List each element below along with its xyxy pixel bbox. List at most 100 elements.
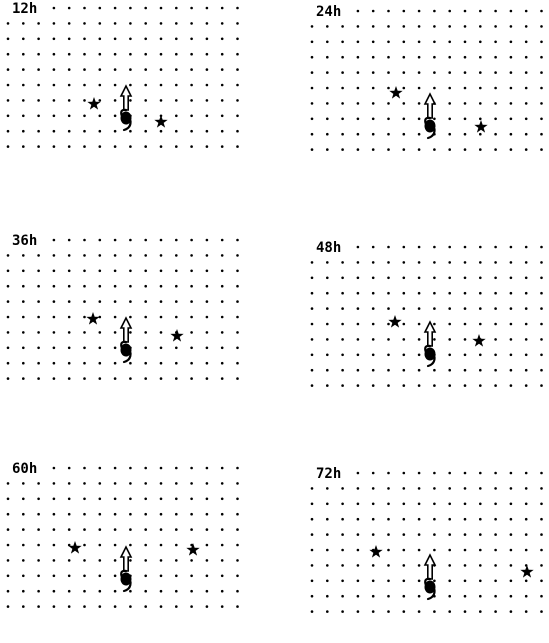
grid-dot <box>402 517 406 521</box>
grid-dot <box>402 40 406 44</box>
grid-dot <box>402 384 406 387</box>
grid-dot <box>509 338 513 341</box>
grid-dot <box>524 132 528 136</box>
grid-dot <box>236 129 239 133</box>
grid-dot <box>356 25 360 28</box>
grid-dot <box>463 322 467 326</box>
grid-dot <box>159 512 163 516</box>
grid-dot <box>83 482 86 485</box>
grid-dot <box>205 346 209 350</box>
grid-dot <box>494 564 497 567</box>
grid-dot <box>98 361 102 365</box>
grid-dot <box>494 148 497 151</box>
grid-dot <box>479 86 482 90</box>
grid-dot <box>540 261 543 264</box>
grid-dot <box>479 261 482 264</box>
grid-dot <box>417 71 421 74</box>
grid-dot <box>433 55 436 59</box>
grid-dot <box>37 315 40 319</box>
grid-dot <box>236 482 239 485</box>
grid-dot <box>417 261 421 264</box>
grid-dot <box>144 346 147 350</box>
grid-dot <box>190 315 193 319</box>
grid-dot <box>540 564 543 567</box>
grid-dot <box>159 482 163 485</box>
grid-dot <box>236 543 239 547</box>
grid-dot <box>67 574 71 578</box>
grid-dot <box>144 52 147 56</box>
grid-dot <box>448 276 452 280</box>
grid-dot <box>433 9 436 13</box>
grid-dot <box>463 71 467 74</box>
grid-dot <box>205 68 209 71</box>
grid-dot <box>387 471 390 475</box>
grid-dot <box>417 132 421 136</box>
star-icon <box>87 97 101 110</box>
grid-dot <box>463 148 467 151</box>
grid-dot <box>356 548 360 552</box>
grid-dot <box>67 482 71 485</box>
grid-dot <box>236 114 239 118</box>
grid-dot <box>205 589 209 593</box>
star-icon <box>86 312 100 325</box>
grid-dot <box>159 68 163 71</box>
grid-dot <box>220 6 224 10</box>
grid-dot <box>83 512 86 516</box>
grid-dot <box>494 353 497 357</box>
grid-dot <box>113 315 117 319</box>
grid-dot <box>67 559 71 562</box>
grid-dot <box>159 497 163 501</box>
grid-dot <box>509 261 513 264</box>
grid-dot <box>448 86 452 90</box>
grid-dot <box>22 589 25 593</box>
grid-dot <box>341 291 344 295</box>
grid-dot <box>190 6 193 10</box>
grid-dot <box>387 117 390 121</box>
grid-dot <box>220 361 224 365</box>
motion-arrow-icon <box>423 320 437 347</box>
grid-dot <box>67 377 71 380</box>
grid-dot <box>524 322 528 326</box>
grid-dot <box>220 238 224 242</box>
grid-dot <box>159 466 163 470</box>
grid-dot <box>236 528 239 531</box>
grid-dot <box>402 261 406 264</box>
grid-dot <box>326 261 329 264</box>
grid-dot <box>129 300 132 303</box>
grid-dot <box>524 276 528 280</box>
grid-dot <box>448 368 452 372</box>
dot-grid <box>6 466 239 608</box>
grid-dot <box>310 548 314 552</box>
grid-dot <box>6 574 10 578</box>
grid-dot <box>52 6 56 10</box>
grid-dot <box>479 564 482 567</box>
grid-dot <box>402 533 406 536</box>
grid-dot <box>22 269 25 273</box>
grid-dot <box>356 245 360 249</box>
grid-dot <box>387 245 390 249</box>
grid-dot <box>129 497 132 501</box>
grid-dot <box>190 361 193 365</box>
grid-dot <box>220 574 224 578</box>
grid-dot <box>205 361 209 365</box>
grid-dot <box>433 322 436 326</box>
grid-dot <box>341 276 344 280</box>
grid-dot <box>52 543 56 547</box>
grid-dot <box>67 6 71 10</box>
grid-dot <box>509 307 513 310</box>
grid-dot <box>524 487 528 490</box>
panel-time-label: 12h <box>12 1 37 17</box>
grid-dot <box>463 471 467 475</box>
grid-dot <box>402 276 406 280</box>
motion-arrow-icon <box>423 553 437 580</box>
grid-dot <box>129 284 132 288</box>
grid-dot <box>159 315 163 319</box>
grid-dot <box>494 291 497 295</box>
grid-dot <box>371 102 375 105</box>
grid-dot <box>417 276 421 280</box>
grid-dot <box>190 145 193 148</box>
grid-dot <box>448 40 452 44</box>
grid-dot <box>326 117 329 121</box>
grid-dot <box>175 68 178 71</box>
grid-dot <box>236 52 239 56</box>
